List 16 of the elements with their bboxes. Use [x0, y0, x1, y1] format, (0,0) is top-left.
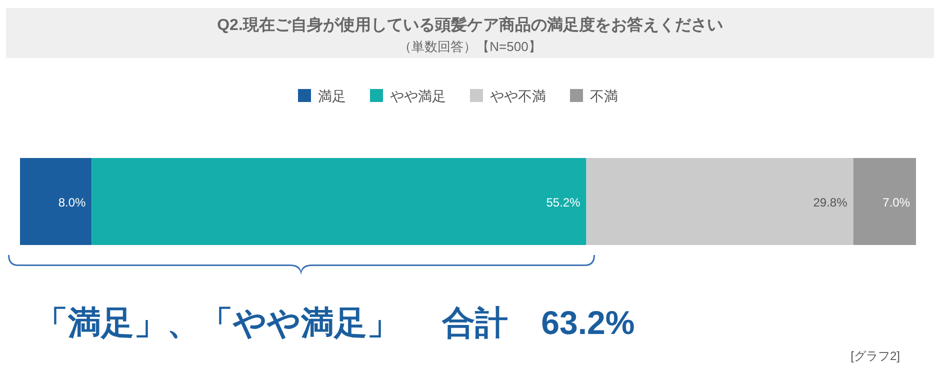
- legend-label: 不満: [590, 88, 618, 104]
- data-label: 29.8%: [813, 196, 848, 210]
- text: [グラフ2]: [850, 349, 900, 363]
- bar: [20, 158, 92, 245]
- chart-title: Q2.現在ご自身が使用している頭髪ケア商品の満足度をお答えください: [217, 15, 723, 34]
- data-label: 8.0%: [58, 196, 86, 210]
- legend-label: やや不満: [490, 88, 546, 104]
- bar: [853, 158, 916, 245]
- data-label: 7.0%: [882, 196, 910, 210]
- chart-subtitle: （単数回答）【N=500】: [398, 39, 542, 54]
- text: 「満足」、「やや満足」 合計 63.2%: [35, 304, 635, 341]
- bar: [586, 158, 854, 245]
- legend-label: やや満足: [390, 88, 446, 104]
- bar: [92, 158, 586, 245]
- data-label: 55.2%: [546, 196, 581, 210]
- legend-label: 満足: [318, 88, 346, 104]
